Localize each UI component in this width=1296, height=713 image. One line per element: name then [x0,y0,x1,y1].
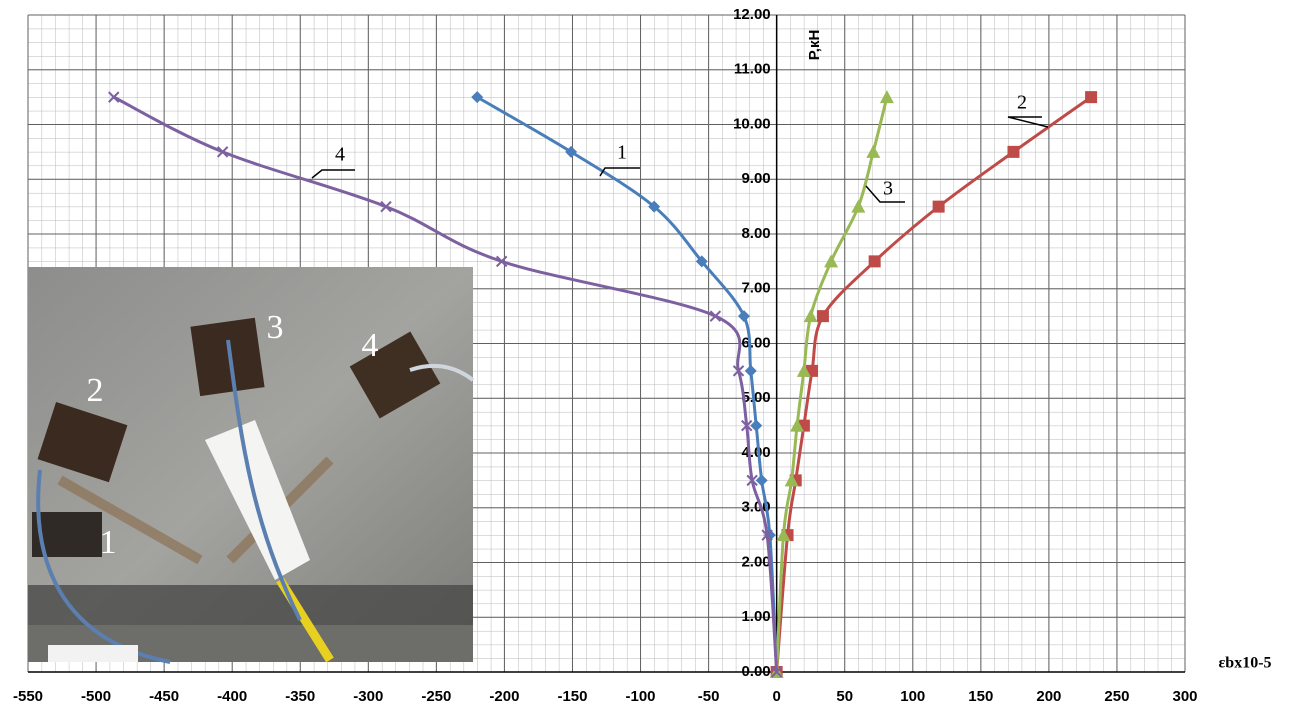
marker [761,529,773,541]
x-axis-label: εbx10-5 [1218,655,1271,672]
marker [866,144,881,158]
y-tick-label: 4.00 [741,444,770,461]
photo-label: 3 [267,309,284,346]
photo-label: 1 [100,524,117,561]
annotation: 2 [1017,92,1027,114]
x-tick-label: -100 [626,688,656,705]
photo-inset: 1 2 3 4 [28,267,475,664]
annotation: 3 [883,178,893,200]
annotation: 1 [617,142,627,164]
marker [737,310,750,323]
x-tick-label: -400 [217,688,247,705]
marker [790,418,805,432]
marker [709,310,722,322]
marker [851,199,866,213]
x-tick-label: 0 [772,688,780,705]
marker [824,254,839,268]
y-tick-label: 10.00 [733,115,771,132]
x-tick-label: -500 [81,688,111,705]
marker [216,146,229,158]
marker [108,91,120,103]
y-tick-label: 11.00 [734,61,771,78]
marker [565,145,578,158]
y-tick-label: 9.00 [741,170,770,187]
marker [879,90,894,104]
y-tick-label: 2.00 [741,553,770,570]
marker [1007,145,1020,158]
series-line [113,95,779,673]
marker [380,200,392,213]
x-tick-label: 300 [1172,688,1197,705]
photo-label: 4 [362,327,379,364]
annotation-leader [311,169,355,179]
annotation-leader [599,167,640,177]
x-tick-label: 50 [836,688,853,705]
marker [471,91,484,104]
marker [776,528,791,542]
marker [868,255,881,268]
series-line [775,96,889,673]
marker [816,310,829,323]
y-axis-label: P,кН [806,30,823,61]
y-tick-label: 8.00 [741,225,770,242]
x-tick-label: 100 [900,688,925,705]
annotation: 4 [335,144,345,166]
marker [750,419,763,432]
annotation-leader [1007,116,1049,128]
marker [744,364,757,377]
x-tick-label: -350 [285,688,315,705]
x-tick-label: 250 [1104,688,1129,705]
photo-label: 2 [87,372,104,409]
y-tick-label: 1.00 [741,608,770,625]
marker [755,474,768,487]
x-tick-label: -450 [149,688,179,705]
x-tick-label: -300 [353,688,383,705]
y-tick-label: 7.00 [741,280,770,297]
x-tick-label: -200 [489,688,519,705]
series-line [775,95,1092,673]
x-tick-label: -50 [698,688,720,705]
marker [784,473,799,487]
marker [695,255,708,268]
x-tick-label: -550 [13,688,43,705]
x-tick-label: 200 [1036,688,1061,705]
marker [796,363,811,377]
x-tick-label: -150 [557,688,587,705]
marker [648,200,661,213]
marker [740,419,753,432]
marker [932,200,945,213]
x-tick-label: -250 [421,688,451,705]
marker [770,666,783,678]
marker [746,474,758,487]
marker [803,309,818,323]
marker [732,365,745,377]
marker [495,255,508,268]
y-tick-label: 5.00 [741,389,770,406]
x-tick-label: 150 [968,688,993,705]
series-line [476,95,779,673]
annotation-leader [865,185,905,203]
y-tick-label: 12.00 [733,6,771,23]
marker [1085,91,1098,104]
y-tick-label: 6.00 [741,334,770,351]
